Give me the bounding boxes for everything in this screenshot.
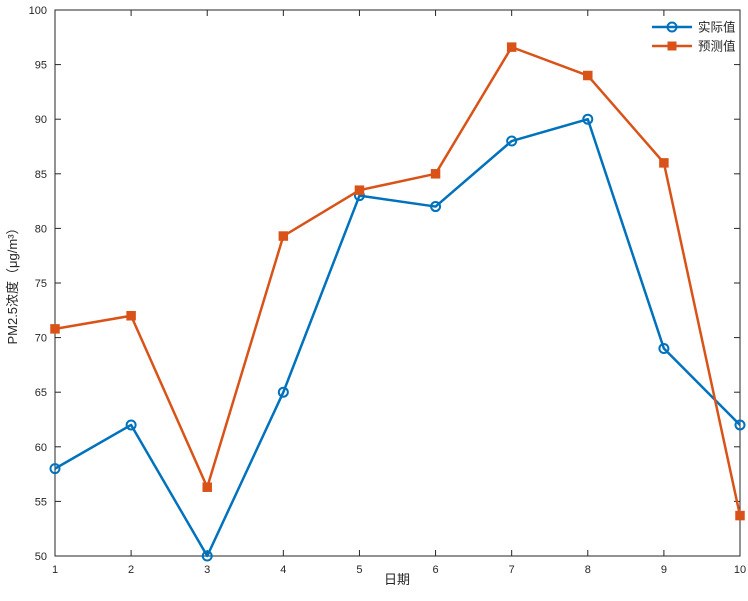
y-tick-label: 95 (35, 60, 47, 72)
x-tick-label: 2 (128, 564, 134, 576)
y-tick-label: 70 (35, 333, 47, 345)
legend-label: 预测值 (698, 39, 736, 54)
x-tick-label: 5 (356, 564, 362, 576)
x-tick-label: 8 (585, 564, 591, 576)
y-axis-label: PM2.5浓度（μg/m³） (5, 221, 20, 344)
plot-border (54, 9, 741, 557)
data-point-marker (506, 42, 517, 52)
x-tick-label: 10 (734, 564, 746, 576)
data-point-marker (354, 185, 365, 195)
data-point-marker (125, 419, 137, 431)
x-tick-label: 4 (280, 564, 286, 576)
data-point-marker (430, 169, 441, 179)
data-point-marker (50, 324, 60, 334)
data-point-marker (583, 70, 593, 81)
data-point-marker (278, 231, 289, 241)
data-point-marker (277, 386, 289, 398)
legend-marker-circle (666, 21, 678, 33)
y-tick-label: 65 (35, 387, 47, 399)
data-point-marker (734, 419, 746, 431)
y-tick-label: 60 (35, 442, 47, 454)
y-tick-label: 80 (35, 223, 47, 235)
y-tick-label: 100 (29, 5, 47, 17)
x-tick-label: 6 (432, 564, 438, 576)
data-point-marker (202, 482, 212, 492)
data-point-marker (582, 113, 594, 125)
data-point-marker (201, 550, 213, 562)
y-tick-label: 85 (35, 169, 47, 181)
y-tick-label: 75 (35, 278, 47, 290)
series-line-0 (54, 117, 741, 558)
x-tick-label: 9 (661, 564, 667, 576)
series-line-1 (54, 45, 742, 516)
x-tick-label: 7 (509, 564, 515, 576)
data-point-marker (659, 158, 669, 168)
data-point-marker (49, 463, 61, 475)
x-tick-label: 3 (204, 564, 210, 576)
y-tick-label: 55 (35, 496, 47, 508)
data-point-marker (430, 201, 442, 213)
x-tick-label: 1 (52, 564, 58, 576)
data-point-marker (658, 343, 670, 355)
legend-marker-square (667, 41, 677, 51)
data-point-marker (126, 311, 136, 321)
x-axis-label: 日期 (384, 572, 410, 587)
legend-label: 实际值 (698, 20, 736, 35)
data-point-marker (735, 510, 745, 521)
y-tick-label: 50 (35, 551, 47, 563)
data-point-marker (506, 135, 518, 147)
y-tick-label: 90 (35, 114, 47, 126)
